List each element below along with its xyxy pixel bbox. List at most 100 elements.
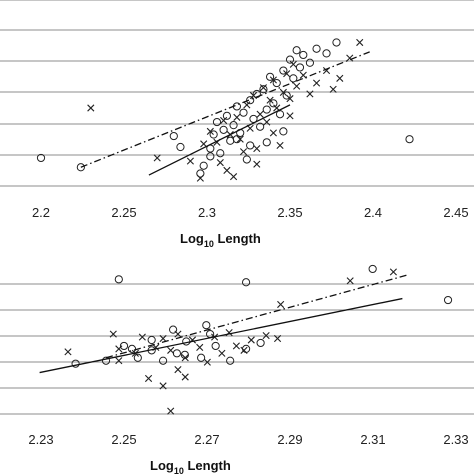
circle-data-point	[299, 50, 308, 60]
cross-data-point	[346, 54, 354, 62]
cross-data-point	[329, 85, 337, 93]
x-tick-label: 2.29	[277, 432, 302, 447]
cross-data-point	[389, 268, 397, 276]
cross-data-point	[159, 334, 167, 343]
cross-data-point	[253, 144, 261, 153]
circle-data-point	[295, 63, 305, 72]
cross-data-point	[289, 60, 297, 68]
circle-data-point	[256, 122, 265, 131]
circle-data-point	[119, 341, 129, 351]
x-tick-label: 2.25	[111, 432, 136, 447]
circle-data-point	[169, 131, 178, 141]
circle-data-point	[289, 74, 298, 83]
circle-data-point	[232, 135, 241, 144]
cross-data-point	[174, 330, 182, 338]
circle-data-point	[158, 356, 168, 365]
cross-data-point	[312, 79, 321, 87]
cross-data-point	[279, 88, 287, 96]
circle-data-point	[292, 46, 301, 55]
cross-data-point	[159, 382, 167, 390]
cross-data-point	[232, 342, 240, 350]
cross-data-point	[356, 38, 364, 47]
circle-data-point	[443, 295, 453, 305]
cross-data-point	[262, 331, 270, 340]
circle-data-point	[147, 335, 156, 345]
circle-data-point	[272, 78, 281, 88]
circle-data-point	[242, 155, 251, 164]
x-tick-label: 2.4	[364, 205, 382, 220]
circle-data-point	[76, 163, 85, 172]
cross-data-point	[286, 112, 294, 120]
x-tick-label: 2.33	[443, 432, 468, 447]
circle-data-point	[241, 278, 251, 287]
cross-data-point	[138, 333, 146, 341]
circle-data-point	[279, 127, 288, 136]
bottom-scatter-panel: 2.23 2.25 2.27 2.29 2.31 2.33 Log10 Length	[0, 264, 474, 474]
cross-data-point	[299, 71, 307, 79]
x-tick-label: 2.35	[277, 205, 302, 220]
circle-data-point	[212, 117, 222, 127]
cross-data-point	[167, 407, 175, 415]
x-axis-title: Log10 Length	[180, 231, 261, 249]
circle-data-point	[229, 121, 238, 130]
cross-data-point	[218, 349, 226, 357]
circle-data-point	[36, 153, 46, 163]
cross-data-point	[87, 104, 95, 112]
cross-data-point	[174, 366, 182, 374]
x-tick-label: 2.45	[443, 205, 468, 220]
circle-data-point	[211, 341, 220, 351]
cross-data-point	[186, 157, 194, 165]
dash-dot-fit-line	[105, 274, 409, 359]
circle-data-point	[322, 49, 331, 58]
cross-data-point	[336, 74, 344, 82]
cross-data-point	[64, 348, 72, 356]
circle-data-point	[172, 349, 182, 358]
cross-data-point	[200, 140, 208, 148]
circle-data-point	[262, 138, 271, 147]
circle-data-point	[262, 105, 271, 114]
cross-data-point	[276, 141, 284, 150]
circle-data-point	[305, 58, 315, 67]
cross-data-point	[109, 330, 117, 338]
circle-data-point	[279, 66, 288, 75]
circle-data-point	[269, 99, 278, 108]
circle-data-point	[197, 353, 206, 362]
cross-data-point	[269, 129, 277, 137]
circle-data-point	[216, 149, 225, 158]
cross-data-point	[266, 96, 274, 104]
circle-data-point	[127, 344, 137, 353]
cross-data-point	[153, 154, 161, 162]
cross-data-point	[247, 336, 255, 344]
circle-data-point	[405, 135, 414, 144]
circle-data-point	[282, 91, 291, 100]
solid-fit-line	[39, 297, 403, 374]
circle-data-point	[246, 96, 255, 105]
circle-data-point	[285, 55, 295, 64]
top-scatter-panel: 2.2 2.25 2.3 2.35 2.4 2.45 Log10 Length	[0, 0, 474, 249]
cross-data-point	[144, 374, 153, 383]
circle-data-point	[202, 321, 211, 330]
cross-data-point	[229, 173, 238, 181]
circle-data-point	[226, 356, 235, 365]
circle-data-point	[206, 152, 215, 161]
circle-data-point	[176, 142, 185, 152]
circle-data-point	[169, 325, 178, 334]
cross-data-point	[259, 84, 268, 92]
cross-data-point	[253, 160, 261, 168]
cross-data-point	[236, 135, 244, 143]
cross-data-point	[223, 166, 231, 174]
x-tick-label: 2.3	[198, 205, 216, 220]
cross-data-point	[269, 76, 277, 84]
circle-data-point	[219, 125, 228, 134]
circle-data-point	[239, 108, 248, 117]
cross-data-point	[346, 277, 354, 285]
circle-data-point	[133, 353, 142, 362]
cross-data-point	[206, 127, 214, 135]
cross-data-point	[115, 357, 123, 365]
circle-data-point	[226, 136, 235, 145]
cross-data-point	[256, 110, 264, 118]
x-tick-label: 2.27	[194, 432, 219, 447]
cross-data-point	[216, 159, 224, 167]
x-tick-label: 2.23	[28, 432, 53, 447]
